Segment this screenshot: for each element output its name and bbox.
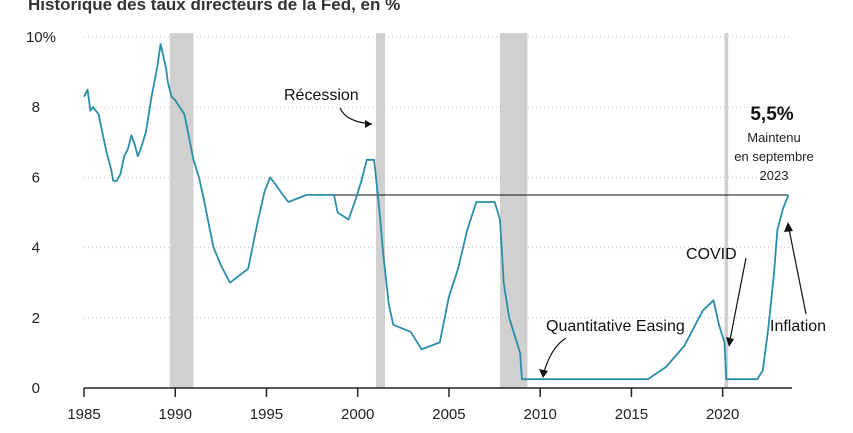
cut-off-header-text: Historique des taux directeurs de la Fed… [28,0,400,14]
recession-bands [169,33,729,388]
y-tick-label-2: 4 [32,240,40,257]
x-tick-label-7: 2020 [706,406,739,423]
covid-arrowhead [726,337,734,347]
fed-rate-series-line [83,43,790,381]
current-note-line-3: 2023 [760,168,789,183]
recession-arrowhead [365,120,372,128]
covid-arrow [728,257,747,346]
recession-band-1 [375,33,386,388]
y-axis-ticks: 0 2 4 6 8 10% [26,29,56,397]
covid-label: COVID [686,246,737,263]
recession-label: Récession [284,87,359,104]
recession-band-0 [169,33,194,388]
y-tick-label-4: 8 [32,99,40,116]
current-note-line-2: en septembre [734,149,814,164]
recession-band-3 [724,33,729,388]
x-axis-ticks: 1985 1990 1995 2000 2005 2010 2015 2020 [67,388,739,423]
x-tick-label-6: 2015 [615,406,648,423]
y-tick-label-1: 2 [32,310,40,327]
y-tick-label-3: 6 [32,169,40,186]
x-tick-label-0: 1985 [67,406,100,423]
qe-arrowhead [539,369,548,378]
inflation-arrowhead [784,222,793,232]
inflation-arrow [787,223,807,315]
x-tick-label-1: 1990 [159,406,192,423]
x-tick-label-4: 2005 [432,406,465,423]
current-value-label: 5,5% [750,104,793,125]
x-tick-label-3: 2000 [341,406,374,423]
x-tick-label-5: 2010 [523,406,556,423]
qe-arrow [542,337,567,377]
y-tick-label-5: 10% [26,29,56,46]
qe-label: Quantitative Easing [546,318,685,335]
inflation-label: Inflation [770,318,826,335]
x-tick-label-2: 1995 [250,406,283,423]
recession-band-2 [500,33,528,388]
y-tick-label-0: 0 [32,380,40,397]
current-note-line-1: Maintenu [747,130,800,145]
